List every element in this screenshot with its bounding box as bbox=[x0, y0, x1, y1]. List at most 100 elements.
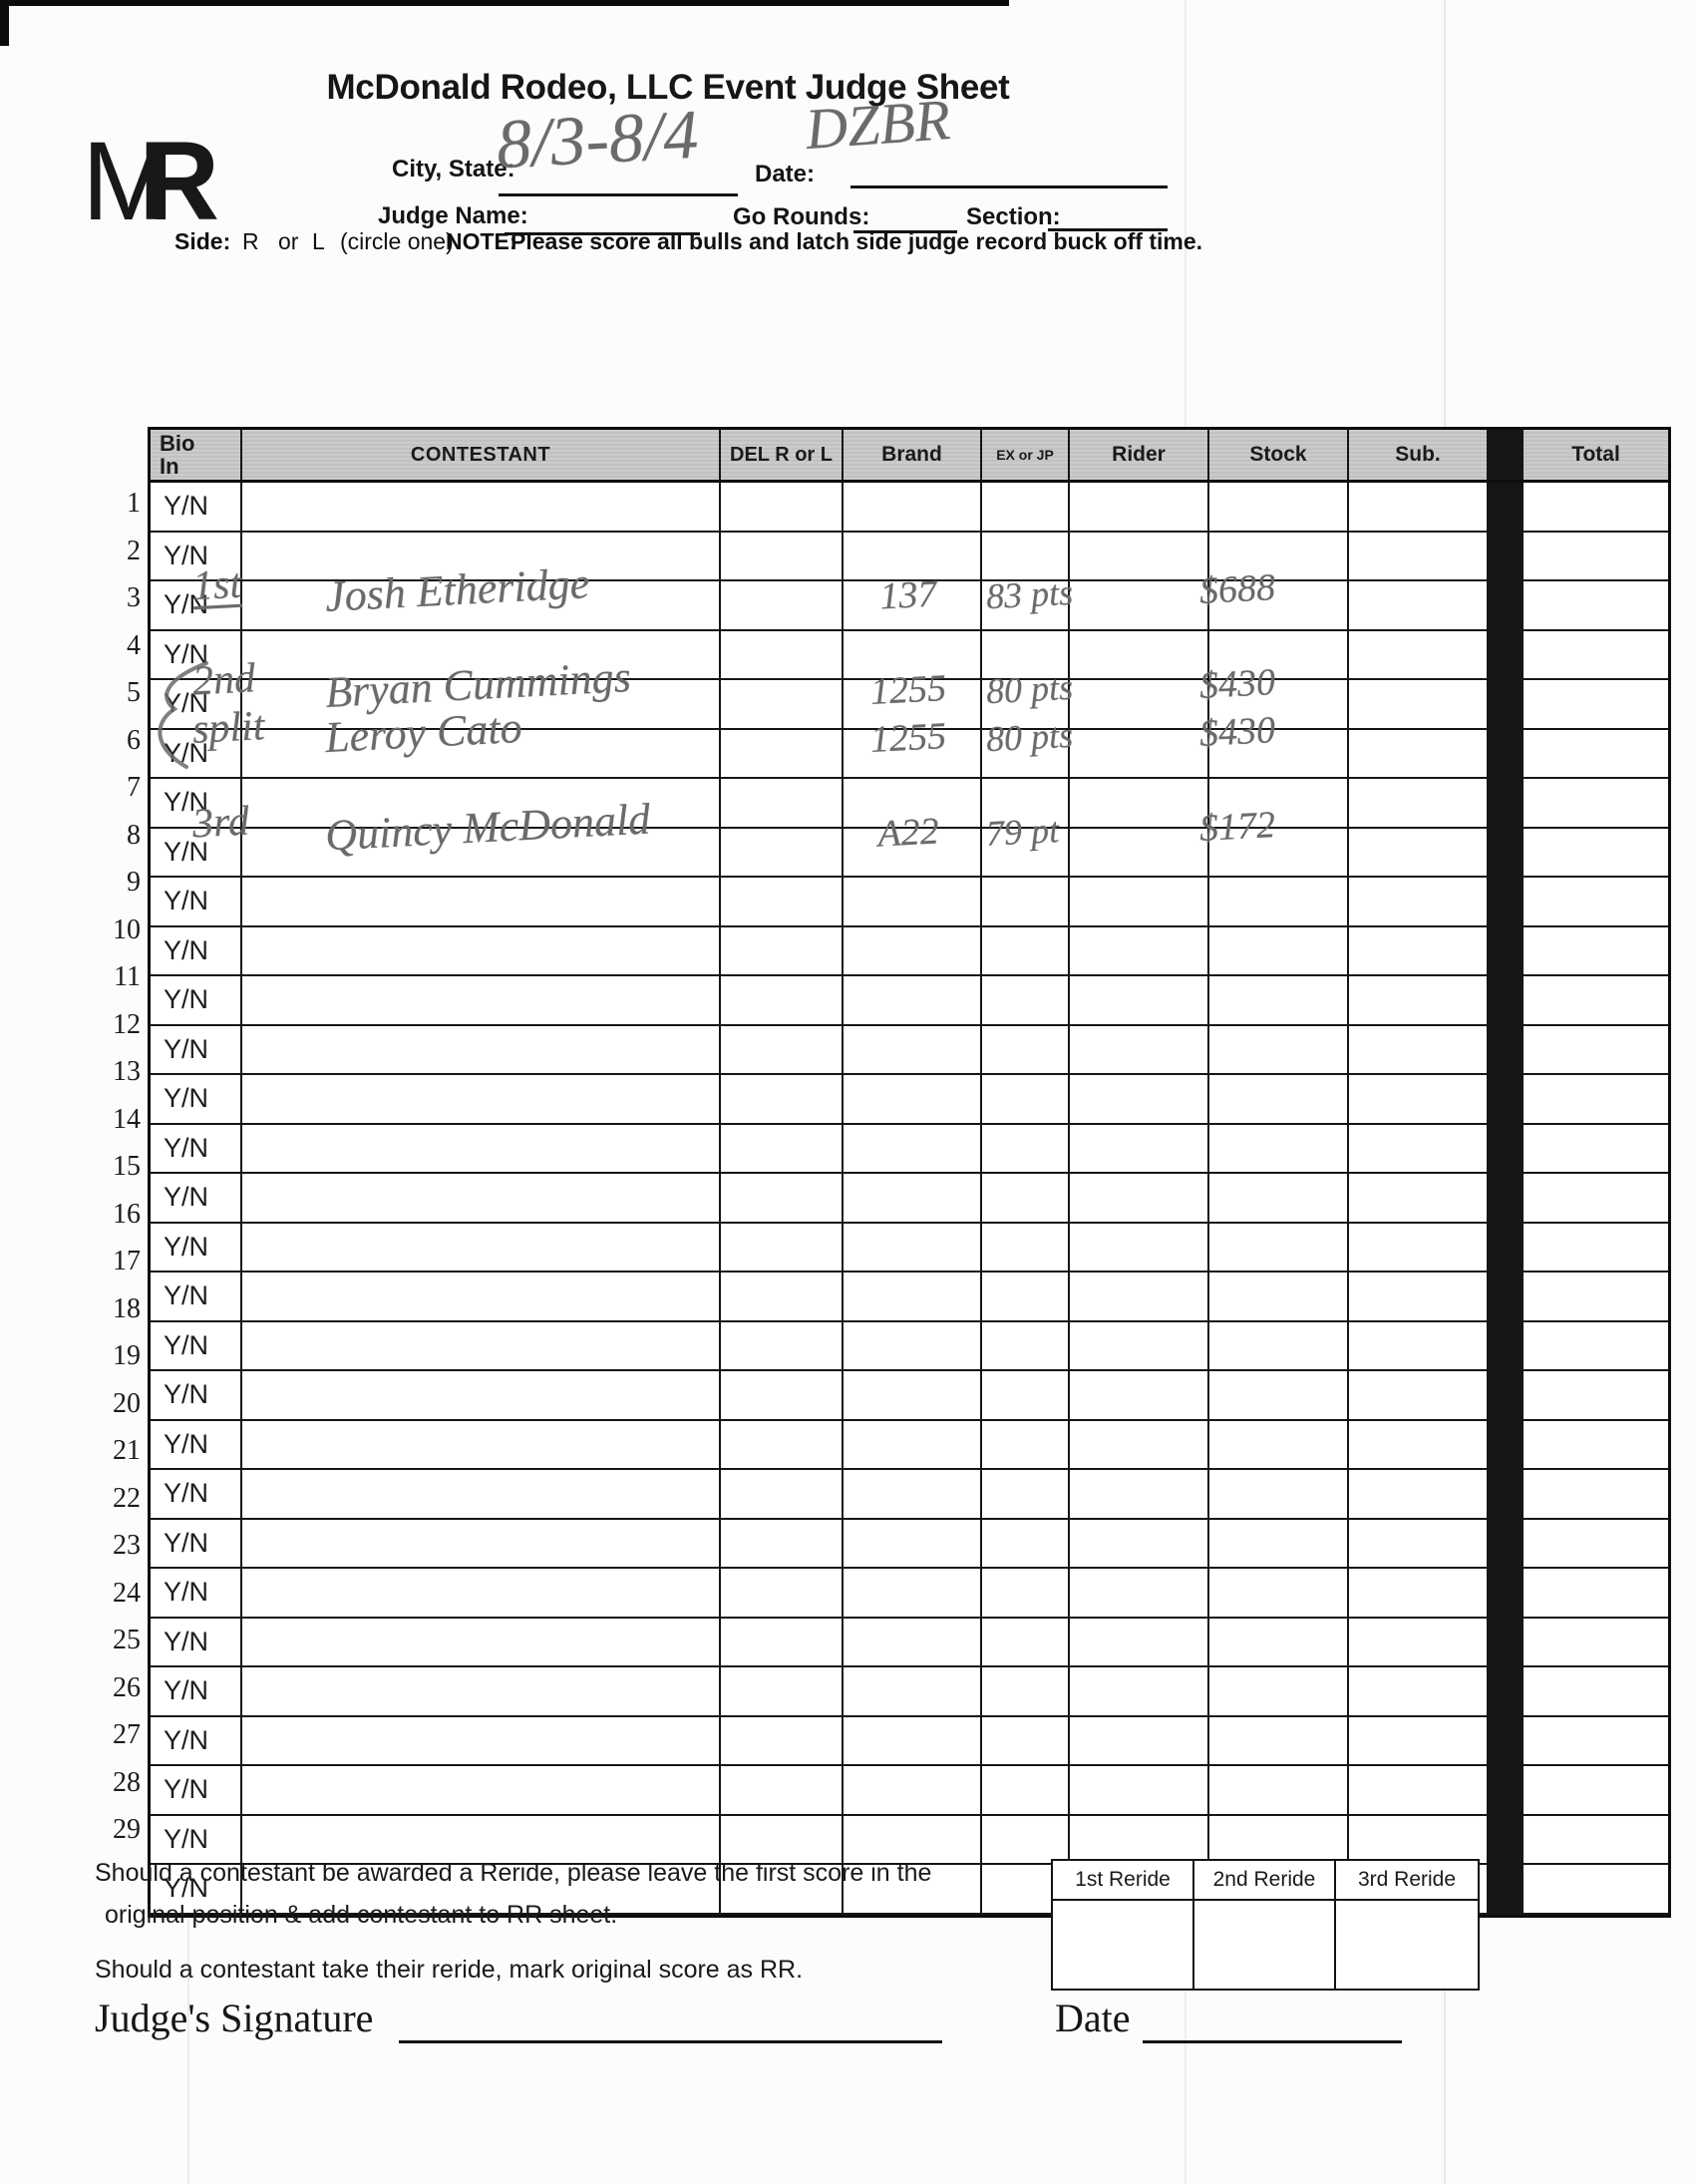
row-6-cell-sub bbox=[1349, 729, 1489, 777]
row-5-cell-contestant bbox=[242, 680, 721, 728]
row-5-cell-separator bbox=[1489, 680, 1524, 728]
row-7-cell-separator bbox=[1489, 779, 1524, 827]
row-10-cell-sub bbox=[1349, 926, 1489, 974]
row-24-cell-del bbox=[721, 1618, 844, 1665]
row-25-cell-sub bbox=[1349, 1667, 1489, 1715]
row-number: 28 bbox=[113, 1766, 141, 1798]
row-10-cell-rider bbox=[1070, 926, 1209, 974]
row-24-cell-rider bbox=[1070, 1618, 1209, 1665]
row-27-cell-rider bbox=[1070, 1766, 1209, 1814]
row-13-cell-del bbox=[721, 1075, 844, 1123]
row-21-cell-contestant bbox=[242, 1470, 721, 1518]
row-22-cell-sub bbox=[1349, 1519, 1489, 1567]
row-23-cell-del bbox=[721, 1569, 844, 1617]
row-3-cell-rider bbox=[1070, 581, 1209, 629]
row-number: 5 bbox=[127, 677, 141, 708]
row-number: 11 bbox=[114, 961, 141, 992]
reride-header-cell-1: 1st Reride bbox=[1053, 1861, 1194, 1901]
row-21-cell-rider bbox=[1070, 1470, 1209, 1518]
row-16-cell-exjp bbox=[982, 1223, 1070, 1271]
row-9-cell-separator bbox=[1489, 878, 1524, 925]
table-row: Y/N bbox=[151, 1569, 1668, 1619]
row-18-cell-total bbox=[1524, 1322, 1668, 1370]
row-6-cell-brand bbox=[844, 729, 982, 777]
row-7-cell-stock bbox=[1209, 779, 1349, 827]
row-2-cell-del bbox=[721, 532, 844, 579]
row-12-cell-total bbox=[1524, 1026, 1668, 1074]
row-28-cell-total bbox=[1524, 1816, 1668, 1864]
row-23-cell-rider bbox=[1070, 1569, 1209, 1617]
row-12-cell-del bbox=[721, 1025, 844, 1073]
row-7-cell-exjp bbox=[982, 779, 1070, 827]
mr-logo-m: M bbox=[82, 119, 174, 243]
row-28-cell-contestant bbox=[242, 1815, 721, 1863]
table-row: Y/N bbox=[151, 1618, 1668, 1667]
row-number: 16 bbox=[113, 1198, 141, 1230]
row-11-cell-brand bbox=[844, 976, 982, 1024]
table-row: Y/N bbox=[151, 1716, 1668, 1766]
row-25-cell-exjp bbox=[982, 1667, 1070, 1715]
row-20-cell-del bbox=[721, 1420, 844, 1468]
row-29-cell-bio: Y/N bbox=[151, 1865, 242, 1913]
row-20-cell-stock bbox=[1209, 1420, 1349, 1468]
row-11-cell-total bbox=[1524, 976, 1668, 1024]
row-17-cell-sub bbox=[1349, 1273, 1489, 1320]
row-6-cell-separator bbox=[1489, 729, 1524, 777]
row-2-cell-exjp bbox=[982, 532, 1070, 579]
table-header-cell-separator bbox=[1489, 430, 1524, 480]
row-number: 21 bbox=[113, 1435, 141, 1466]
table-row: Y/N bbox=[151, 1273, 1668, 1322]
row-16-cell-sub bbox=[1349, 1223, 1489, 1271]
row-number: 4 bbox=[127, 629, 141, 661]
row-18-cell-stock bbox=[1209, 1321, 1349, 1369]
row-14-cell-brand bbox=[844, 1124, 982, 1172]
row-17-cell-contestant bbox=[242, 1273, 721, 1320]
reride-body-cell-1 bbox=[1053, 1901, 1194, 1989]
table-row: Y/N bbox=[151, 828, 1668, 878]
row-number: 24 bbox=[113, 1577, 141, 1609]
row-10-cell-bio: Y/N bbox=[151, 926, 242, 974]
table-row: Y/N bbox=[151, 532, 1668, 581]
row-15-cell-contestant bbox=[242, 1174, 721, 1222]
row-number: 1 bbox=[127, 488, 141, 519]
row-19-cell-del bbox=[721, 1371, 844, 1419]
row-28-cell-brand bbox=[844, 1815, 982, 1863]
row-3-cell-total bbox=[1524, 581, 1668, 629]
row-number: 6 bbox=[127, 724, 141, 756]
row-8-cell-brand bbox=[844, 828, 982, 876]
row-29-cell-brand bbox=[844, 1865, 982, 1913]
row-9-cell-del bbox=[721, 878, 844, 925]
city-state-label: City, State: bbox=[392, 156, 515, 182]
row-3-cell-exjp bbox=[982, 581, 1070, 629]
row-12-cell-stock bbox=[1209, 1025, 1349, 1073]
row-3-cell-sub bbox=[1349, 581, 1489, 629]
row-11-cell-bio: Y/N bbox=[151, 976, 242, 1024]
side-option-l: L bbox=[312, 228, 325, 254]
row-27-cell-sub bbox=[1349, 1766, 1489, 1814]
row-4-cell-stock bbox=[1209, 630, 1349, 678]
row-7-cell-brand bbox=[844, 779, 982, 827]
row-19-cell-exjp bbox=[982, 1371, 1070, 1419]
row-12-cell-separator bbox=[1489, 1025, 1524, 1073]
row-29-cell-contestant bbox=[242, 1865, 721, 1913]
side-option-or: or bbox=[278, 228, 299, 254]
row-3-cell-separator bbox=[1489, 581, 1524, 629]
row-21-cell-sub bbox=[1349, 1470, 1489, 1518]
row-14-cell-bio: Y/N bbox=[151, 1124, 242, 1172]
reride-note-line1: Should a contestant be awarded a Reride,… bbox=[95, 1859, 932, 1887]
table-header-cell-brand: Brand bbox=[844, 430, 982, 480]
row-4-cell-separator bbox=[1489, 630, 1524, 678]
row-7-cell-contestant bbox=[242, 779, 721, 827]
row-number: 2 bbox=[127, 535, 141, 566]
row-18-cell-contestant bbox=[242, 1321, 721, 1369]
scan-edge-top bbox=[0, 0, 1009, 6]
row-27-cell-del bbox=[721, 1766, 844, 1814]
row-10-cell-del bbox=[721, 926, 844, 974]
row-7-cell-sub bbox=[1349, 779, 1489, 827]
row-8-cell-total bbox=[1524, 829, 1668, 877]
row-26-cell-total bbox=[1524, 1717, 1668, 1765]
row-27-cell-contestant bbox=[242, 1766, 721, 1814]
row-21-cell-total bbox=[1524, 1470, 1668, 1518]
go-rounds-line bbox=[853, 230, 957, 233]
